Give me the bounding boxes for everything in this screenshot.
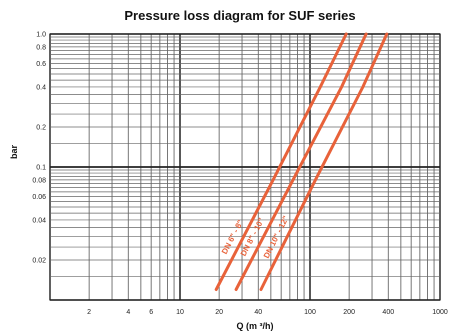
x-axis-label: Q (m ³/h) [237,321,274,331]
x-tick-label: 200 [343,309,355,316]
series-line-3 [259,32,389,291]
x-tick-label: 400 [382,309,394,316]
x-tick-label: 4 [126,309,130,316]
y-tick-label: 0.04 [32,217,46,224]
grid [49,33,441,301]
tick-labels: 2 4 6 10 20 40 100 200 400 1000 1.0 0.8 0.6 0.4 0.2 0.1… [32,32,448,317]
y-tick-label: 0.4 [36,84,46,91]
x-tick-label: 40 [254,309,262,316]
y-tick-label: 0.6 [36,61,46,68]
y-tick-label: 1.0 [36,32,46,39]
x-tick-label: 10 [176,309,184,316]
series-line-1 [214,32,348,291]
y-tick-label: 0.2 [36,124,46,131]
x-tick-label: 100 [304,309,316,316]
x-tick-label: 6 [149,309,153,316]
y-tick-label: 0.8 [36,44,46,51]
y-tick-label: 0.1 [36,165,46,172]
series-line-2 [234,32,368,291]
y-tick-label: 0.08 [32,177,46,184]
y-tick-label: 0.02 [32,257,46,264]
y-axis-label: bar [9,145,19,160]
x-tick-label: 1000 [432,309,448,316]
chart-title: Pressure loss diagram for SUF series [124,8,355,23]
x-tick-label: 20 [215,309,223,316]
x-tick-label: 2 [87,309,91,316]
y-tick-label: 0.06 [32,194,46,201]
